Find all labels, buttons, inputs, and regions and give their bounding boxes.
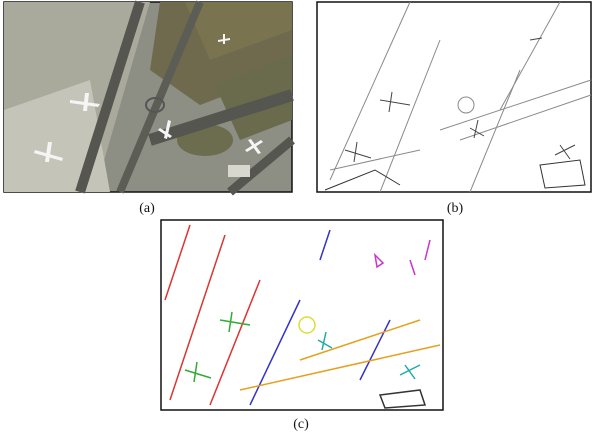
figure: (a) (b) (c) [0,0,597,439]
panel-label: (b) [447,201,464,216]
panel-label: (a) [139,201,155,216]
page: (a) (b) (c) (() => { const data = JSON.p… [0,0,597,439]
panel-a-image [4,2,292,192]
panel-b-image [317,2,591,192]
panel-c-image [161,220,443,410]
panel-label: (c) [293,417,309,432]
